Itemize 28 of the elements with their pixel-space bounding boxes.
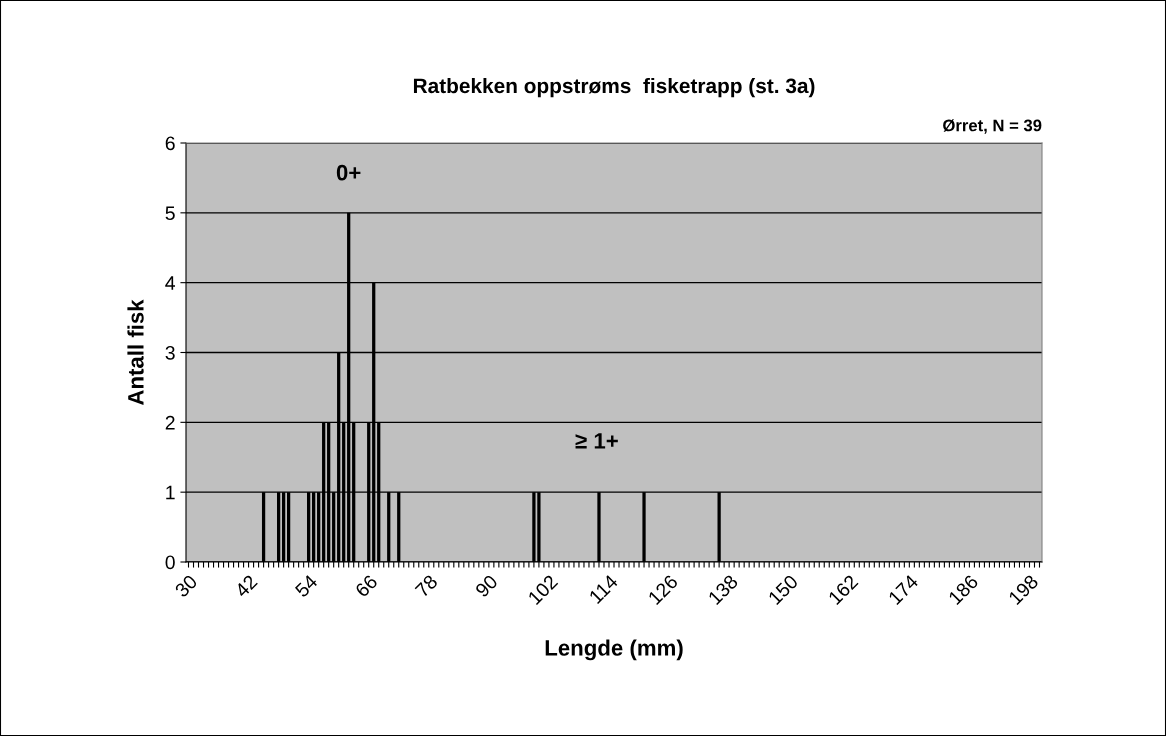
x-tick-label: 198 bbox=[1007, 574, 1039, 606]
y-tick-label: 1 bbox=[166, 485, 175, 500]
x-tick-label: 90 bbox=[474, 574, 499, 598]
x-tick-label: 30 bbox=[174, 574, 199, 598]
y-tick-label: 6 bbox=[165, 136, 175, 151]
x-tick-label: 150 bbox=[767, 574, 799, 606]
y-tick-label: 0 bbox=[165, 555, 175, 570]
x-tick-label: 102 bbox=[527, 574, 559, 606]
chart-title: Ratbekken oppstrøms fisketrapp (st. 3a) bbox=[413, 77, 815, 98]
x-tick-label: 186 bbox=[947, 574, 979, 606]
x-tick-label: 174 bbox=[887, 574, 919, 605]
annotation: ≥ 1+ bbox=[575, 433, 618, 449]
x-tick-label: 78 bbox=[414, 574, 439, 598]
x-axis-title: Lengde (mm) bbox=[545, 639, 683, 661]
x-tick-label: 42 bbox=[233, 574, 258, 599]
text: Ørret, N = 39 bbox=[943, 119, 1042, 134]
x-tick-label: 126 bbox=[647, 574, 679, 606]
y-tick-label: 4 bbox=[165, 276, 176, 290]
y-tick-label: 3 bbox=[165, 345, 175, 360]
x-tick-label: 114 bbox=[588, 574, 619, 604]
y-tick-label: 5 bbox=[165, 206, 175, 221]
x-tick-label: 138 bbox=[707, 574, 739, 606]
y-tick-label: 2 bbox=[165, 415, 175, 430]
x-tick-label: 66 bbox=[354, 574, 379, 598]
y-axis-title: Antall fisk bbox=[127, 299, 144, 406]
annotation: 0+ bbox=[336, 164, 361, 181]
x-tick-label: 162 bbox=[827, 574, 859, 606]
x-tick-label: 54 bbox=[294, 574, 319, 598]
